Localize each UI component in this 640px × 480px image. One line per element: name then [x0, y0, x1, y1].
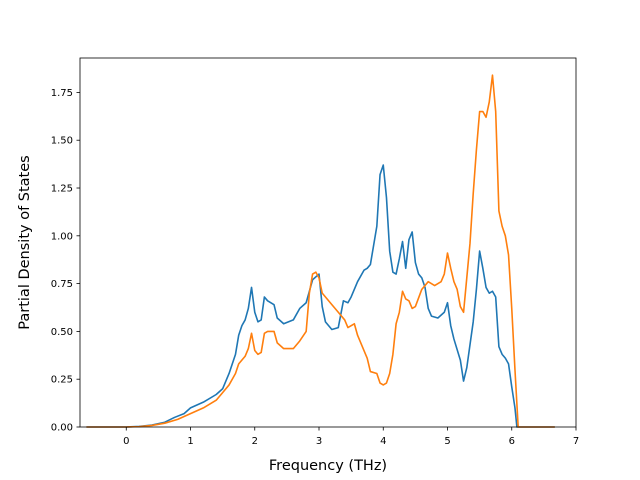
- y-tick-label: 1.25: [51, 184, 73, 195]
- y-tick-label: 0.00: [51, 423, 73, 434]
- y-tick-label: 1.75: [51, 88, 73, 99]
- plot-frame: [79, 57, 577, 428]
- x-tick-label: 1: [187, 436, 193, 447]
- y-tick-label: 0.25: [51, 375, 73, 386]
- series-line-1: [86, 164, 555, 428]
- y-tick-label: 0.50: [51, 327, 73, 338]
- x-tick-label: 4: [380, 436, 386, 447]
- x-tick-label: 6: [509, 436, 515, 447]
- x-tick-label: 2: [252, 436, 258, 447]
- y-axis-label: Partial Density of States: [17, 155, 33, 329]
- plot-lines: [86, 74, 555, 428]
- series-line-2: [86, 74, 555, 428]
- x-tick-label: 0: [123, 436, 129, 447]
- y-tick-label: 1.00: [51, 231, 73, 242]
- x-axis-label: Frequency (THz): [269, 458, 387, 474]
- x-axis: 0 1 2 3 4 5 6 7: [123, 427, 579, 447]
- x-tick-label: 7: [573, 436, 579, 447]
- y-axis: 0.00 0.25 0.50 0.75 1.00 1.25 1.50 1.75: [51, 88, 80, 434]
- x-tick-label: 3: [316, 436, 322, 447]
- y-tick-label: 0.75: [51, 279, 73, 290]
- y-tick-label: 1.50: [51, 136, 73, 147]
- x-tick-label: 5: [444, 436, 450, 447]
